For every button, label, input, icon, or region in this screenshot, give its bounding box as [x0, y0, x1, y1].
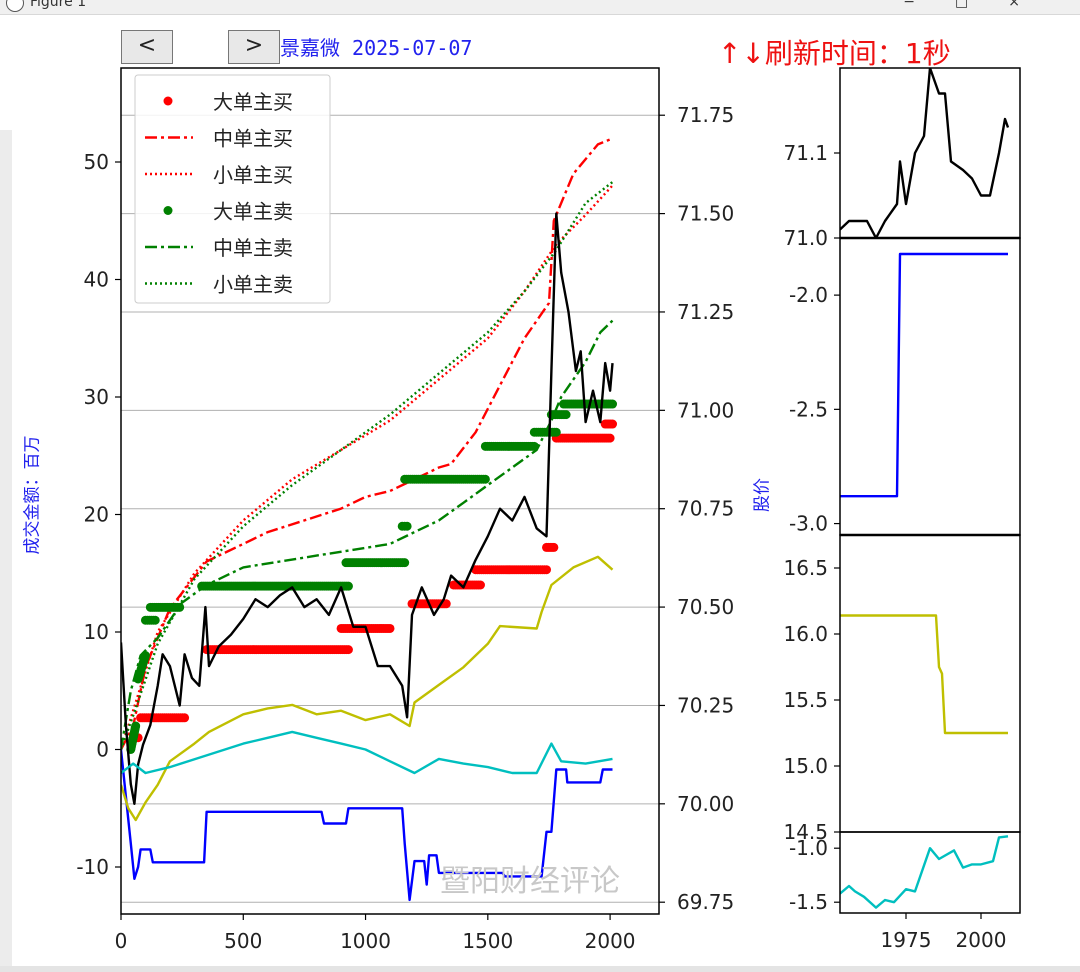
x-tick-label: 2000 [585, 929, 636, 953]
y-tick-label-right: 70.00 [677, 792, 734, 816]
panel-y-tick-label: -1.5 [789, 890, 828, 914]
panel-line [840, 68, 1010, 238]
panel-x-tick-label: 2000 [956, 928, 1007, 952]
panel-frame [839, 237, 1021, 536]
panel-y-tick-label: -1.0 [789, 836, 828, 860]
x-tick-label: 1000 [340, 929, 391, 953]
x-tick-label: 1500 [462, 929, 513, 953]
y-tick-label-left: 30 [84, 385, 109, 409]
series-line [121, 730, 613, 775]
y-tick-label-right: 71.75 [677, 103, 734, 127]
scatter-point [561, 410, 571, 420]
left-border [0, 130, 12, 972]
scatter-point [608, 419, 618, 429]
series-line [121, 137, 613, 751]
legend-label: 大单主卖 [213, 200, 293, 224]
scatter-point [343, 581, 353, 591]
series-line [121, 555, 614, 822]
window-title: Figure 1 [30, 0, 87, 10]
scatter-point [551, 427, 561, 437]
y-tick-label-left: 50 [84, 150, 109, 174]
panel-plot-area [840, 614, 1008, 735]
panel-y-tick-label: 15.0 [783, 754, 828, 778]
y-tick-label-right: 71.50 [677, 202, 734, 226]
y-tick-label-left: 10 [84, 620, 109, 644]
panel-y-tick-label: 14.5 [783, 820, 828, 844]
scatter-point [608, 399, 618, 409]
scatter-point [400, 558, 410, 568]
legend-box [134, 74, 331, 304]
y-tick-label-right: 70.25 [677, 693, 734, 717]
panel-y-tick-label: 15.5 [783, 688, 828, 712]
panel-y-tick-label: -2.0 [789, 283, 828, 307]
panel-y-tick-label: -2.5 [789, 397, 828, 421]
scatter-point [150, 615, 160, 625]
series-line [121, 212, 614, 805]
y-tick-label-left: 40 [84, 268, 109, 292]
scatter-point [402, 521, 412, 531]
y-tick-label-left: 0 [96, 738, 109, 762]
y-tick-label-left: 20 [84, 503, 109, 527]
watermark: 暨阳财经评论 [440, 864, 620, 899]
panel-y-tick-label: 16.5 [783, 556, 828, 580]
scatter-point [180, 713, 190, 723]
panel-frame [839, 67, 1021, 239]
window-titlebar: Figure 1 −□× [0, 0, 1080, 15]
status-bar [0, 966, 1080, 972]
legend-marker [163, 206, 173, 215]
scatter-point [385, 623, 395, 633]
panel-y-tick-label: -3.0 [789, 512, 828, 536]
panel-frame [839, 534, 1021, 833]
refresh-label: ↑↓刷新时间：1秒 [718, 37, 951, 70]
scatter-point [441, 599, 451, 609]
panel-line [840, 252, 1008, 498]
y-tick-label-right: 69.75 [677, 890, 734, 914]
panel-x-tick-label: 1975 [881, 928, 932, 952]
y-tick-label-right: 70.50 [677, 595, 734, 619]
prev-button[interactable]: < [121, 30, 173, 64]
series-line [121, 749, 613, 902]
panel-plot-area [840, 252, 1008, 498]
legend-label: 小单主卖 [213, 273, 293, 297]
x-tick-label: 500 [224, 929, 262, 953]
y-tick-label-right: 70.75 [677, 497, 734, 521]
panel-y-tick-label: 71.1 [783, 141, 828, 165]
scatter-point [480, 474, 490, 484]
scatter-point [549, 542, 559, 552]
main-plot-area [121, 137, 618, 902]
scatter-point [131, 721, 141, 731]
scatter-point [542, 565, 552, 575]
legend-label: 大单主买 [213, 90, 293, 114]
legend-label: 中单主卖 [213, 236, 293, 260]
panel-y-tick-label: 16.0 [783, 622, 828, 646]
panel-frame [839, 831, 1021, 914]
main-frame [120, 67, 660, 915]
stock-title: 景嘉微 2025-07-07 [280, 36, 473, 60]
panel-line [840, 835, 1009, 909]
legend-label: 中单主买 [213, 127, 293, 151]
y-tick-label-left: -10 [76, 855, 109, 879]
x-tick-label: 0 [115, 929, 128, 953]
y-tick-label-right: 71.25 [677, 300, 734, 324]
series-line [121, 319, 614, 750]
legend-marker [163, 96, 173, 106]
panel-y-tick-label: 71.0 [783, 226, 828, 250]
panel-plot-area [840, 835, 1009, 909]
y-tick-label-right: 71.00 [677, 398, 734, 422]
scatter-point [475, 580, 485, 590]
window-controls[interactable]: −□× [903, 0, 1060, 10]
legend-label: 小单主买 [213, 163, 293, 187]
scatter-point [343, 645, 353, 655]
scatter-point [605, 433, 615, 443]
panel-plot-area [840, 68, 1010, 238]
next-button[interactable]: > [228, 30, 280, 64]
panel-line [840, 614, 1008, 735]
